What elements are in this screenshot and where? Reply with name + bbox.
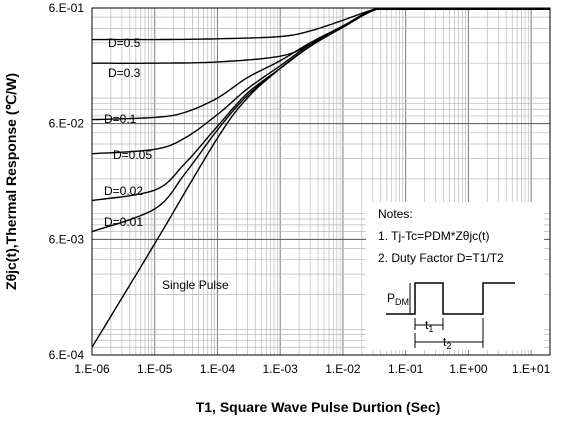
x-tick-label: 1.E+01 [512, 362, 551, 376]
x-tick-label: 1.E-03 [263, 362, 299, 376]
y-axis-title: Zθjc(t),Thermal Response (℃/W) [3, 73, 19, 290]
x-tick-label: 1.E-04 [200, 362, 236, 376]
notes-title: Notes: [378, 207, 413, 221]
y-tick-label: 6.E-02 [49, 117, 85, 131]
x-tick-label: 1.E-05 [137, 362, 173, 376]
curve-d-0-01 [91, 8, 550, 233]
notes-box: Notes: 1. Tj-Tc=PDM*Zθjc(t) 2. Duty Fact… [366, 202, 544, 350]
curve-d-0-5 [92, 8, 550, 41]
curve-label-single-pulse: Single Pulse [162, 278, 229, 292]
curve-label-d-0-02: D=0.02 [104, 184, 143, 198]
y-tick-label: 6.E-04 [49, 348, 85, 362]
curve-single-pulse [91, 8, 550, 348]
pdm-label-sub: DM [395, 297, 409, 307]
x-tick-labels: 1.E-06 1.E-05 1.E-04 1.E-03 1.E-02 1.E-01 1.E+… [74, 362, 550, 376]
pulse-waveform-diagram: PDM t1 t2 [386, 282, 515, 351]
t2-label-main: t [443, 335, 447, 349]
pdm-label: PDM [387, 291, 409, 307]
curve-label-d-0-1: D=0.1 [104, 112, 137, 126]
x-tick-label: 1.E-06 [74, 362, 110, 376]
note-1: 1. Tj-Tc=PDM*Zθjc(t) [378, 229, 489, 243]
t2-label: t2 [443, 335, 451, 351]
y-tick-labels: 6.E-04 6.E-03 6.E-02 6.E-01 [49, 1, 85, 362]
notes-background [366, 202, 544, 350]
pulse-waveform [386, 282, 515, 315]
curve-label-d-0-5: D=0.5 [108, 36, 141, 50]
curves [91, 8, 550, 348]
curve-label-d-0-3: D=0.3 [108, 66, 141, 80]
t1-label-sub: 1 [428, 324, 433, 334]
plot-frame [91, 7, 551, 356]
t1-label: t1 [425, 318, 433, 334]
x-tick-label: 1.E+00 [449, 362, 488, 376]
note-2: 2. Duty Factor D=T1/T2 [378, 251, 504, 265]
x-tick-label: 1.E-01 [388, 362, 424, 376]
x-axis-title: T1, Square Wave Pulse Durtion (Sec) [196, 399, 441, 415]
curve-label-d-0-05: D=0.05 [113, 148, 152, 162]
y-tick-label: 6.E-03 [49, 232, 85, 246]
curve-label-d-0-01: D=0.01 [104, 215, 143, 229]
curve-labels: D=0.5 D=0.3 D=0.1 D=0.05 D=0.02 D=0.01 Single … [104, 36, 229, 292]
x-tick-label: 1.E-02 [325, 362, 361, 376]
pdm-label-main: P [387, 291, 395, 305]
t2-label-sub: 2 [446, 341, 451, 351]
y-tick-label: 6.E-01 [49, 1, 85, 15]
curve-d-0-05 [91, 8, 550, 155]
t1-label-main: t [425, 318, 429, 332]
